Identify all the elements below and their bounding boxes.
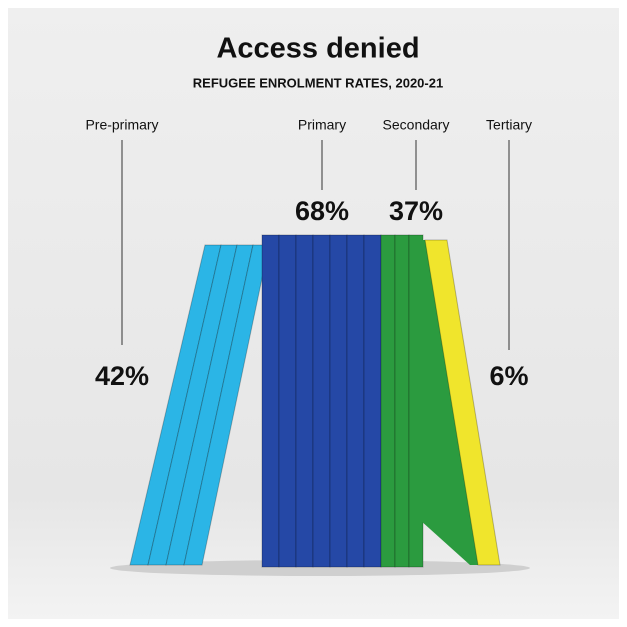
- category-label: Primary: [298, 117, 346, 133]
- book-group: [380, 234, 424, 568]
- value-label: 37%: [389, 196, 443, 226]
- book-group: [261, 234, 382, 568]
- chart-subtitle: REFUGEE ENROLMENT RATES, 2020-21: [193, 75, 443, 90]
- book: [329, 234, 348, 568]
- book: [295, 234, 314, 568]
- category-label: Secondary: [383, 117, 450, 133]
- book: [261, 234, 280, 568]
- category-label: Tertiary: [486, 117, 532, 133]
- book: [312, 234, 331, 568]
- value-label: 68%: [295, 196, 349, 226]
- book: [424, 239, 501, 566]
- book: [278, 234, 297, 568]
- book: [380, 234, 396, 568]
- category-label: Pre-primary: [85, 117, 158, 133]
- chart-title: Access denied: [216, 33, 419, 65]
- book-group: [129, 244, 270, 566]
- value-label: 6%: [489, 361, 528, 391]
- book: [363, 234, 382, 568]
- book: [394, 234, 410, 568]
- book: [408, 234, 424, 568]
- shadow: [110, 560, 530, 576]
- value-label: 42%: [95, 361, 149, 391]
- book-group: [420, 239, 501, 566]
- book: [346, 234, 365, 568]
